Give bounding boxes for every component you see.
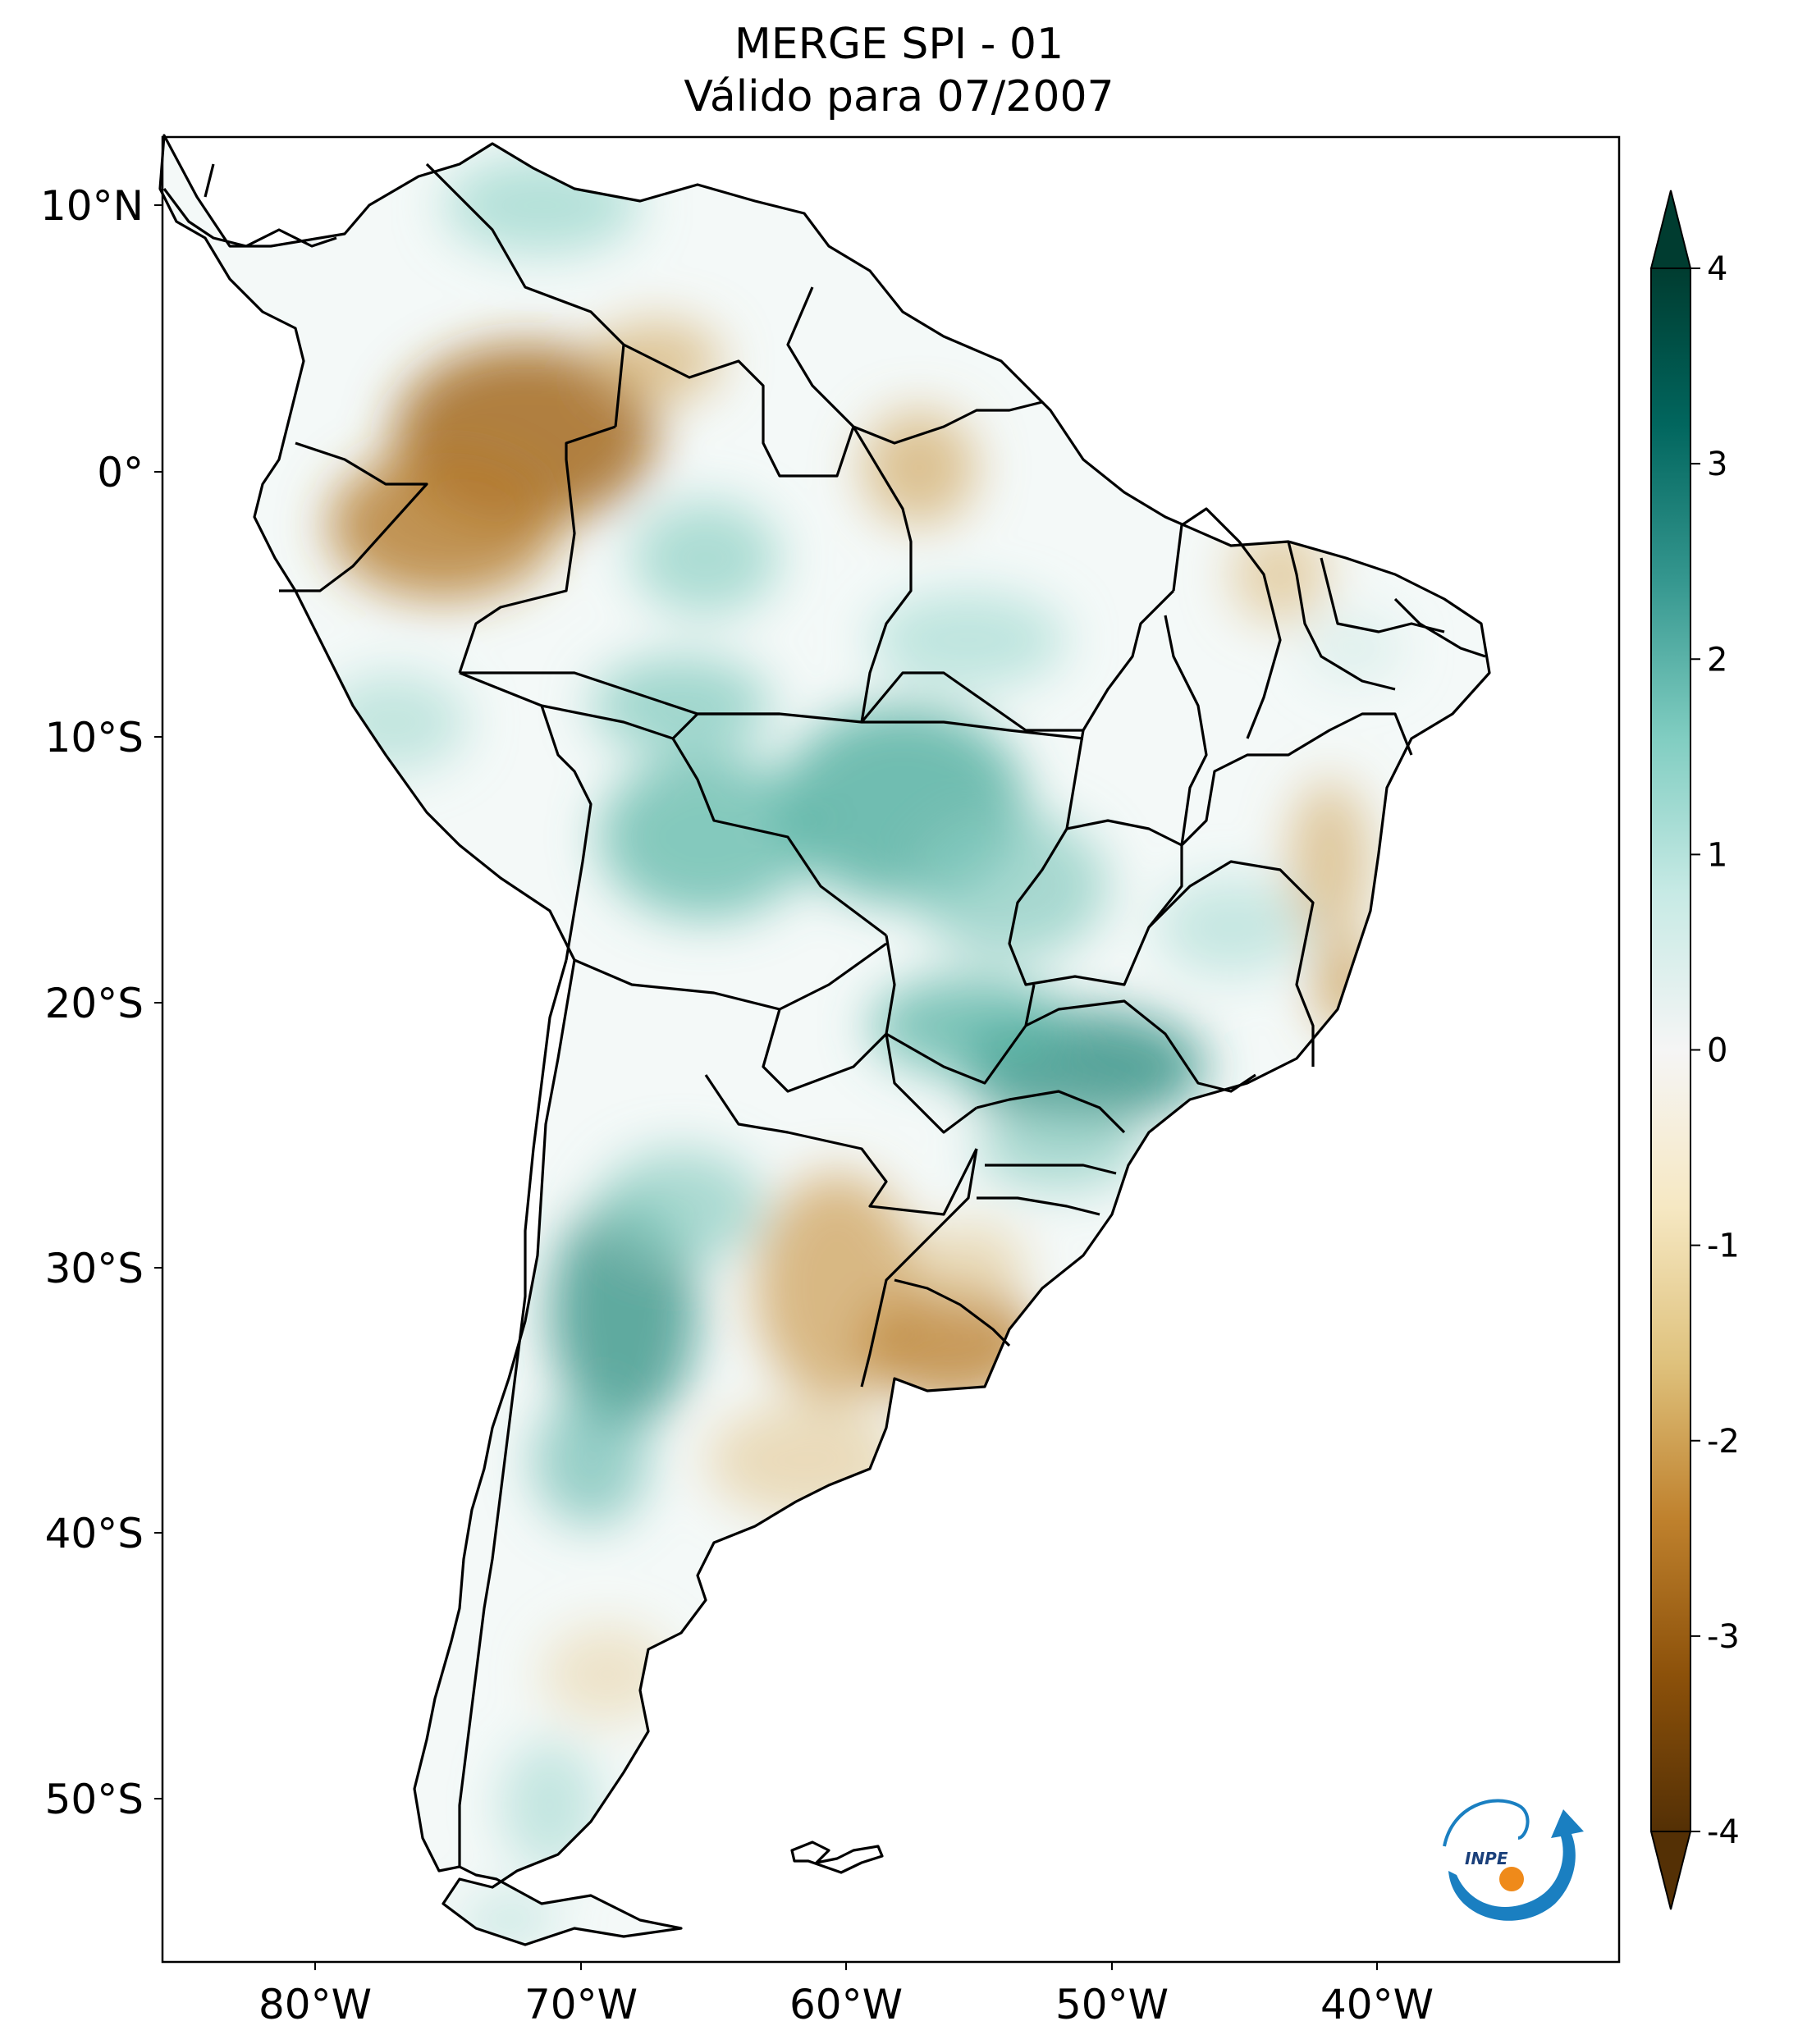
border-venezuela-brazil — [623, 343, 855, 478]
lat-tick-label: 40°S — [45, 1510, 144, 1557]
wet-anomaly-mato-grosso-sul — [870, 976, 1067, 1075]
lat-tick-label: 0° — [97, 449, 144, 496]
colorbar-tick-label: 2 — [1707, 641, 1727, 679]
logo-text: INPE — [1465, 1849, 1508, 1868]
colorbar-tick-label: -2 — [1707, 1423, 1740, 1461]
lat-tick-label: 10°N — [40, 182, 144, 230]
lon-tick-label: 50°W — [1055, 1981, 1169, 2028]
wet-anomaly-bolivia — [599, 755, 812, 919]
border-bolivia-paraguay — [574, 942, 887, 1011]
border-peru-bolivia — [540, 705, 592, 961]
lon-tick-label: 80°W — [258, 1981, 372, 2028]
wet-anomaly-amazon-north — [632, 501, 780, 615]
lon-tick-label: 40°W — [1320, 1981, 1434, 2028]
colorbar-tick-label: 1 — [1707, 836, 1727, 874]
wet-anomaly-amazon-southwest — [591, 656, 771, 755]
wet-anomaly-mendoza — [533, 1395, 648, 1526]
colorbar-tick-label: 4 — [1707, 250, 1727, 288]
wet-anomaly-para — [870, 591, 1067, 689]
logo-sun-icon — [1499, 1867, 1524, 1891]
border-chile-argentina — [458, 959, 568, 1867]
title-line-1: MERGE SPI - 01 — [734, 20, 1064, 69]
border-guyana-suriname — [786, 286, 1043, 445]
border-ecuador — [279, 441, 428, 592]
wet-anomaly-goias — [911, 812, 1108, 960]
colorbar-tick-label: 0 — [1707, 1032, 1727, 1070]
border-paraguay-brazil — [762, 1008, 977, 1134]
logo-arrow-icon — [1448, 1809, 1584, 1921]
dry-anomaly-amapa — [862, 410, 977, 525]
dry-anomaly-patagonia — [542, 1625, 673, 1723]
dry-anomaly-bahia — [1288, 780, 1370, 944]
border-argentina-brazil-uruguay — [860, 1148, 978, 1388]
dry-anomaly-ecuador-peru — [328, 451, 558, 599]
border-brazil-states-ba — [1180, 712, 1413, 847]
border-brazil-states-ne — [1172, 507, 1486, 739]
border-brazil-states-goias — [1008, 828, 1183, 986]
border-colombia-brazil — [458, 425, 616, 674]
wet-anomaly-minas-gerais — [1157, 878, 1305, 976]
map-title: MERGE SPI - 01 Válido para 07/2007 — [0, 18, 1798, 123]
colorbar-tick-label: 3 — [1707, 446, 1727, 483]
coastline — [158, 134, 1491, 1946]
colorbar-tick-label: -4 — [1707, 1813, 1740, 1851]
dry-anomaly-rio-grande-sul — [911, 1223, 1026, 1305]
lat-tick-label: 30°S — [45, 1245, 144, 1292]
falkland-islands — [790, 1841, 884, 1874]
logo-orbit-icon — [1443, 1799, 1530, 1847]
colorbar: 4 3 2 1 0 -1 -2 -3 -4 — [1649, 190, 1740, 1910]
inpe-logo: INPE — [1443, 1799, 1584, 1921]
lon-tick-label: 70°W — [524, 1981, 638, 2028]
border-mato-grosso-para — [862, 720, 1084, 740]
map-frame — [161, 135, 1621, 1964]
latitude-axis: 10°N 0° 10°S 20°S 30°S 40°S 50°S — [40, 182, 162, 1823]
wet-anomaly-argentina-north — [599, 1149, 763, 1264]
dry-anomaly-northeast — [1231, 525, 1329, 624]
colorbar-extend-max — [1649, 190, 1692, 269]
wet-anomaly-parana — [977, 1108, 1141, 1190]
border-brazil-states-pa — [852, 426, 913, 723]
lat-tick-label: 10°S — [45, 714, 144, 761]
lat-tick-label: 20°S — [45, 980, 144, 1027]
colorbar-tick-label: -3 — [1707, 1618, 1740, 1656]
title-line-2: Válido para 07/2007 — [684, 72, 1114, 121]
border-central-america — [162, 163, 337, 248]
border-brazil-states-mg — [1147, 860, 1315, 1067]
lat-tick-label: 50°S — [45, 1776, 144, 1823]
political-borders — [158, 134, 1491, 1946]
border-brazil-states-north — [460, 589, 1175, 732]
border-bolivia-brazil — [671, 738, 887, 937]
colorbar-tick-label: -1 — [1707, 1228, 1740, 1265]
wet-anomaly-pernambuco — [1305, 615, 1403, 681]
colorbar-body — [1651, 268, 1690, 1831]
border-brazil-states-south — [976, 1090, 1126, 1216]
border-uruguay — [894, 1278, 1011, 1347]
lon-tick-label: 60°W — [789, 1981, 903, 2028]
longitude-axis: 80°W 70°W 60°W 50°W 40°W — [258, 1962, 1434, 2028]
colorbar-ticks: 4 3 2 1 0 -1 -2 -3 -4 — [1690, 250, 1740, 1851]
border-argentina-paraguay — [704, 1074, 978, 1216]
colorbar-extend-min — [1649, 1831, 1692, 1910]
border-brazil-states-sp — [1025, 999, 1256, 1093]
